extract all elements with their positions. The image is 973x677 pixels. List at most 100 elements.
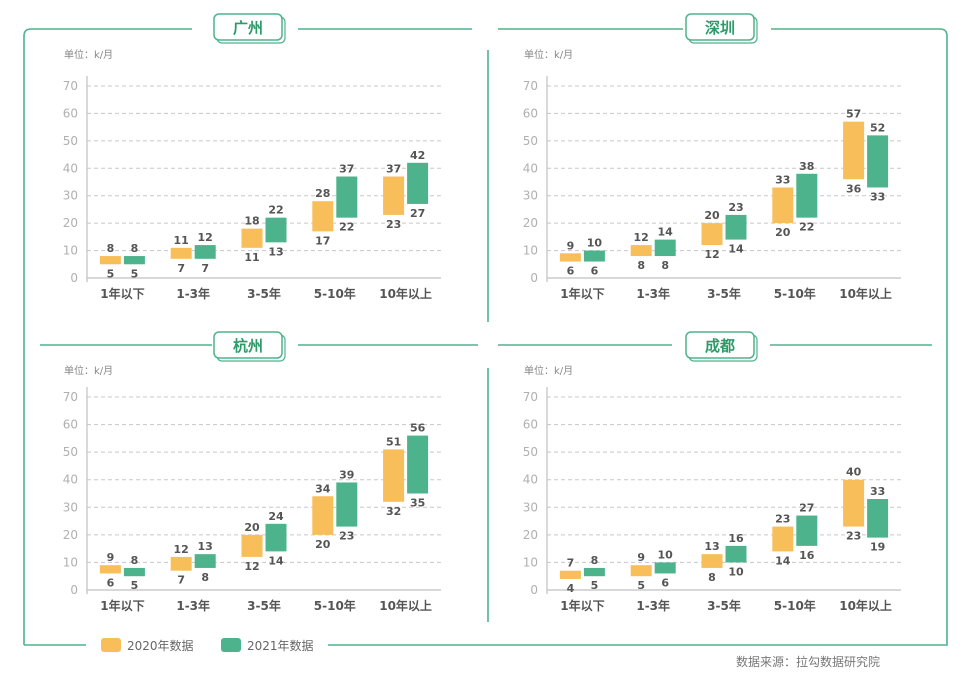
bar-low-label: 20: [775, 226, 791, 239]
bar-low-label: 5: [131, 579, 139, 592]
y-tick-label: 40: [63, 473, 78, 487]
y-tick-label: 50: [523, 445, 538, 459]
y-tick-label: 0: [530, 583, 538, 597]
bar-high-label: 13: [198, 540, 213, 553]
bar-high-label: 20: [704, 209, 720, 222]
bar-low-label: 10: [728, 565, 744, 578]
y-tick-label: 70: [523, 79, 538, 93]
city-title: 广州: [233, 19, 263, 37]
bar-high-label: 8: [107, 242, 115, 255]
bar-2020: [701, 223, 723, 246]
bar-low-label: 5: [591, 579, 599, 592]
bar-2020: [99, 565, 121, 574]
bar-low-label: 23: [339, 530, 354, 543]
bar-high-label: 38: [799, 160, 814, 173]
bar-high-label: 11: [174, 234, 189, 247]
x-tick-label: 5-10年: [774, 598, 816, 613]
bar-low-label: 8: [708, 571, 716, 584]
x-tick-label: 3-5年: [707, 598, 741, 613]
x-tick-label: 10年以上: [839, 598, 892, 613]
bar-2020: [241, 534, 263, 557]
bar-high-label: 37: [386, 163, 401, 176]
x-tick-label: 3-5年: [707, 286, 741, 301]
bar-low-label: 8: [661, 259, 669, 272]
bar-2021: [796, 173, 818, 218]
city-badge: [213, 13, 283, 41]
bar-high-label: 22: [268, 204, 283, 217]
bar-high-label: 9: [637, 551, 645, 564]
y-tick-label: 40: [523, 473, 538, 487]
y-tick-label: 0: [70, 583, 78, 597]
city-badge: [213, 331, 283, 359]
bar-high-label: 16: [728, 532, 744, 545]
city-badge: [685, 331, 755, 359]
y-tick-label: 0: [530, 271, 538, 285]
unit-label: 单位：k/月: [524, 48, 573, 61]
bar-2021: [867, 135, 889, 188]
unit-label: 单位：k/月: [64, 364, 113, 377]
bar-2020: [559, 570, 581, 579]
bar-low-label: 14: [775, 554, 791, 567]
bar-2021: [867, 499, 889, 538]
bar-low-label: 6: [591, 265, 599, 278]
bar-2021: [194, 245, 216, 259]
x-tick-label: 1年以下: [100, 286, 144, 301]
bar-low-label: 32: [386, 505, 401, 518]
bar-low-label: 22: [339, 221, 354, 234]
legend-swatch-2021: [221, 638, 241, 652]
bar-2020: [559, 253, 581, 262]
y-tick-label: 70: [523, 390, 538, 404]
bar-high-label: 42: [410, 149, 425, 162]
x-tick-label: 10年以上: [379, 286, 432, 301]
bar-2020: [383, 176, 405, 215]
bar-high-label: 8: [131, 242, 139, 255]
y-tick-label: 60: [63, 418, 78, 432]
bar-low-label: 6: [567, 265, 575, 278]
y-tick-label: 60: [63, 106, 78, 120]
bar-high-label: 23: [775, 513, 790, 526]
bar-low-label: 22: [799, 221, 814, 234]
bar-high-label: 27: [799, 502, 814, 515]
bar-high-label: 13: [704, 540, 719, 553]
bar-low-label: 8: [637, 259, 645, 272]
bar-low-label: 6: [661, 576, 669, 589]
y-tick-label: 20: [523, 216, 538, 230]
y-tick-label: 30: [63, 189, 78, 203]
legend-swatch-2020: [101, 638, 121, 652]
x-tick-label: 1年以下: [100, 598, 144, 613]
y-tick-label: 30: [523, 500, 538, 514]
bar-2020: [241, 228, 263, 248]
bar-2020: [170, 556, 192, 571]
bar-low-label: 23: [846, 530, 861, 543]
bar-high-label: 34: [315, 482, 331, 495]
x-tick-label: 1-3年: [176, 598, 210, 613]
bar-2021: [194, 554, 216, 568]
bar-high-label: 33: [870, 485, 885, 498]
bar-high-label: 10: [658, 548, 674, 561]
bar-low-label: 14: [728, 243, 744, 256]
bar-high-label: 23: [728, 201, 743, 214]
bar-low-label: 8: [201, 571, 209, 584]
bar-2021: [123, 256, 145, 265]
bar-high-label: 37: [339, 163, 354, 176]
y-tick-label: 50: [523, 134, 538, 148]
y-tick-label: 0: [70, 271, 78, 285]
bar-low-label: 7: [201, 262, 209, 275]
bar-high-label: 24: [268, 510, 284, 523]
bar-high-label: 8: [591, 554, 599, 567]
y-tick-label: 50: [63, 134, 78, 148]
bar-2021: [407, 435, 429, 494]
bar-high-label: 20: [244, 521, 260, 534]
bar-low-label: 6: [107, 576, 115, 589]
bar-2021: [796, 515, 818, 546]
bar-2020: [772, 526, 794, 552]
x-tick-label: 10年以上: [839, 286, 892, 301]
legend: 2020年数据 2021年数据: [101, 638, 314, 653]
city-title: 杭州: [233, 337, 263, 355]
x-tick-label: 1-3年: [636, 286, 670, 301]
y-tick-label: 40: [63, 161, 78, 175]
bar-high-label: 7: [567, 557, 575, 570]
